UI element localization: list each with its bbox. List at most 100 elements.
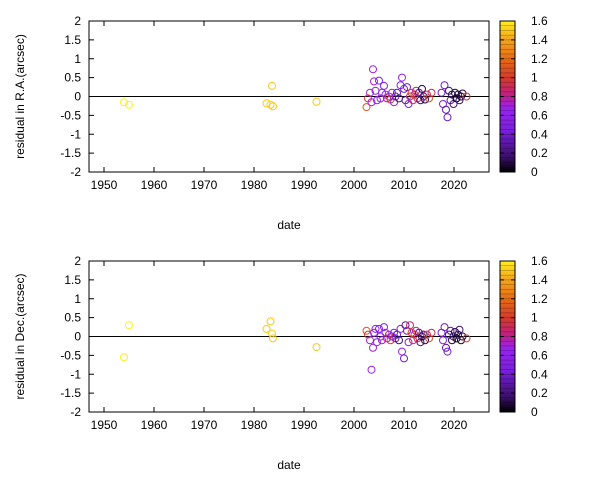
colorbar-tick-label: 0	[531, 165, 538, 179]
data-point	[442, 343, 450, 352]
data-point	[370, 77, 378, 86]
data-point	[369, 65, 377, 74]
colorbar-tick-label: 0.4	[531, 367, 548, 381]
data-point	[401, 321, 410, 330]
x-axis-label: date	[277, 458, 301, 472]
colorbar-tick-label: 0.6	[531, 108, 548, 122]
y-tick-label: -2	[70, 405, 81, 419]
data-point	[437, 88, 446, 97]
data-point	[439, 336, 447, 345]
x-tick-label: 1980	[241, 418, 268, 432]
data-point	[125, 100, 133, 109]
data-point	[266, 317, 275, 326]
data-point	[452, 334, 461, 343]
data-point	[421, 95, 429, 104]
y-axis-label: residual in R.A.(arcsec)	[13, 34, 27, 159]
data-point	[312, 343, 321, 352]
data-point	[421, 336, 429, 345]
y-tick-label: 1	[74, 292, 81, 306]
data-point	[371, 324, 380, 333]
x-tick-label: 2000	[341, 178, 368, 192]
x-tick-label: 1950	[91, 418, 118, 432]
data-point	[373, 338, 381, 347]
colorbar-tick-label: 0.4	[531, 127, 548, 141]
data-point	[395, 336, 403, 345]
colorbar-tick-label: 0	[531, 405, 538, 419]
data-point	[416, 338, 425, 347]
data-point	[440, 323, 449, 332]
data-point	[403, 83, 411, 92]
y-tick-label: 0.5	[64, 311, 81, 325]
colorbar-tick-label: 1	[531, 311, 538, 325]
data-point	[404, 338, 413, 347]
y-tick-label: 2	[74, 254, 81, 268]
y-tick-label: -0.5	[60, 108, 81, 122]
data-point	[125, 321, 133, 330]
colorbar-tick-label: 1	[531, 71, 538, 85]
x-tick-label: 2020	[441, 178, 468, 192]
x-tick-label: 1990	[291, 418, 318, 432]
data-point	[367, 98, 376, 107]
data-point	[423, 330, 431, 339]
y-tick-label: 0.5	[64, 71, 81, 85]
x-tick-label: 1970	[191, 418, 218, 432]
data-point	[406, 321, 414, 330]
data-point	[448, 336, 456, 345]
y-tick-label: 1.5	[64, 273, 81, 287]
x-tick-label: 2020	[441, 418, 468, 432]
x-tick-label: 1960	[141, 178, 168, 192]
data-point	[120, 353, 128, 362]
data-point	[362, 103, 371, 112]
data-point	[380, 81, 388, 90]
data-point	[120, 98, 128, 107]
y-tick-label: -0.5	[60, 348, 81, 362]
data-point	[455, 96, 464, 105]
data-point	[370, 328, 378, 337]
y-tick-label: -1	[70, 127, 81, 141]
data-point	[262, 99, 271, 108]
data-point	[440, 81, 449, 90]
data-point	[443, 347, 452, 356]
x-tick-label: 1980	[241, 178, 268, 192]
data-point	[455, 325, 464, 334]
data-point	[268, 329, 276, 338]
data-point	[398, 73, 406, 82]
x-axis-label: date	[277, 218, 301, 232]
data-point	[375, 76, 383, 85]
data-point	[400, 354, 408, 363]
data-point	[393, 88, 401, 97]
colorbar-tick-label: 1.6	[531, 14, 548, 28]
data-point	[312, 97, 321, 106]
data-point	[262, 324, 271, 333]
y-tick-label: 2	[74, 14, 81, 28]
colorbar-tick-label: 0.8	[531, 330, 548, 344]
data-point	[269, 102, 277, 111]
colorbar-tick-label: 1.2	[531, 292, 548, 306]
data-point	[442, 105, 450, 114]
data-point	[443, 113, 452, 122]
data-point	[427, 328, 436, 337]
data-point	[393, 330, 401, 339]
y-tick-label: -1	[70, 367, 81, 381]
colorbar-tick-label: 0.2	[531, 146, 548, 160]
data-point	[398, 347, 406, 356]
data-point	[383, 94, 391, 103]
colorbar-tick-label: 0.8	[531, 90, 548, 104]
data-point	[364, 330, 372, 339]
y-axis-label: residual in Dec.(arcsec)	[13, 273, 27, 399]
data-point	[462, 92, 471, 101]
x-tick-label: 2010	[391, 178, 418, 192]
data-point	[369, 343, 377, 352]
data-point	[362, 326, 371, 335]
data-point	[378, 336, 386, 345]
data-point	[458, 332, 467, 341]
colorbar-tick-label: 0.2	[531, 386, 548, 400]
data-point	[427, 88, 436, 97]
x-tick-label: 2010	[391, 418, 418, 432]
colorbar-tick-label: 1.4	[531, 273, 548, 287]
data-point	[380, 323, 388, 332]
data-point	[396, 324, 405, 333]
data-point	[457, 336, 465, 345]
data-point	[375, 324, 383, 333]
